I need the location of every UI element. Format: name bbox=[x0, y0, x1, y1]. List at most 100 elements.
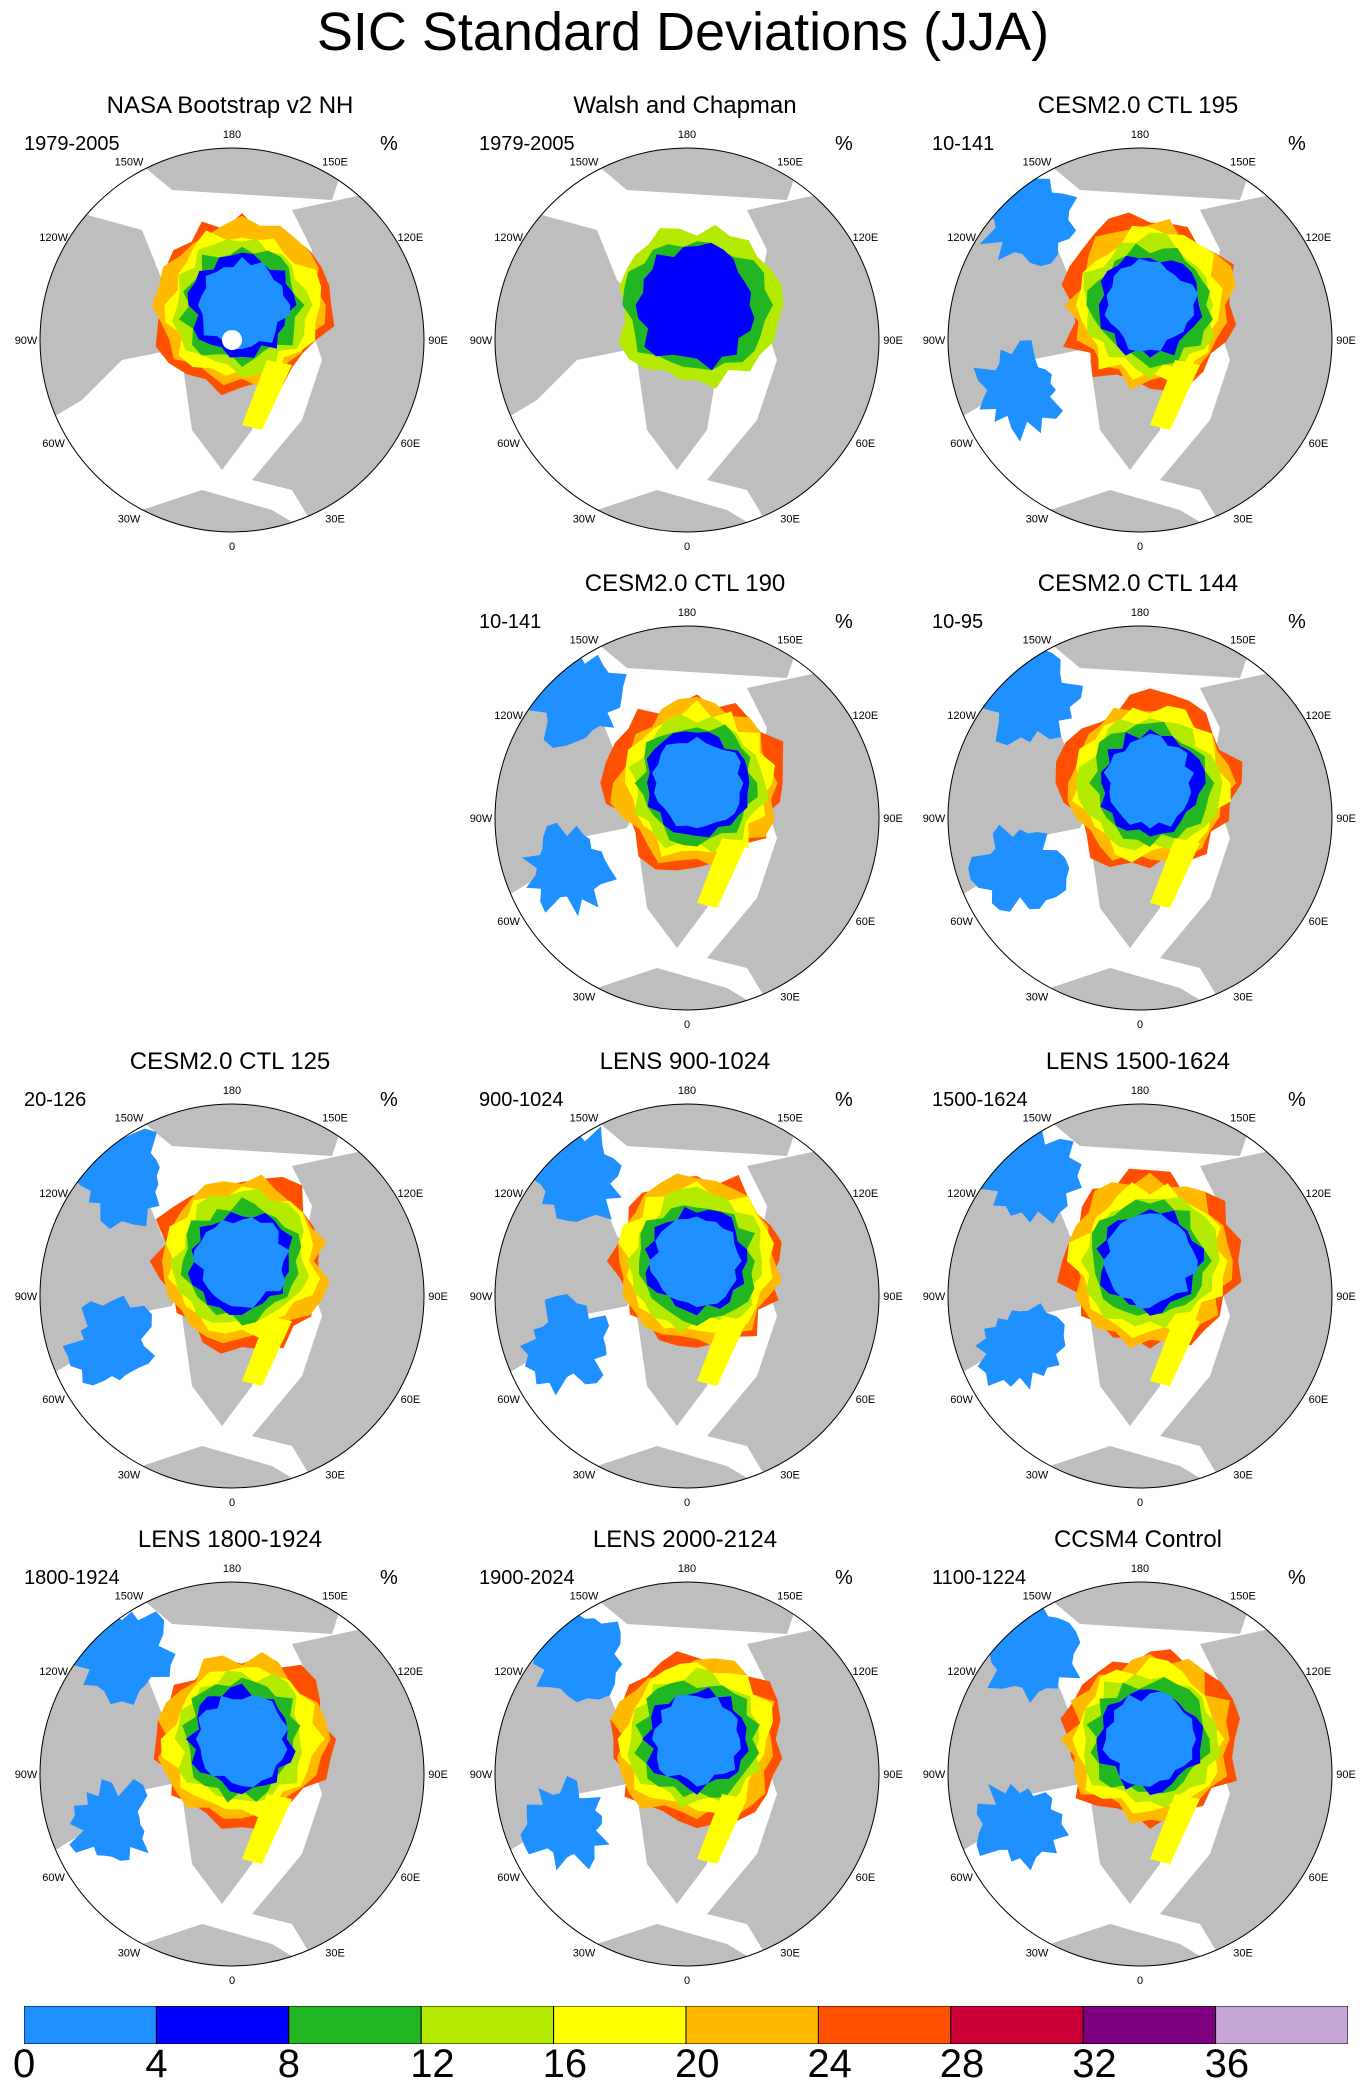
unit-label: % bbox=[380, 1089, 398, 1111]
longitude-label: 120E bbox=[853, 710, 879, 722]
map-panel: 180 150E 120E 90E 60E 30E 0 30W 60W 90W 120W 150W Wa… bbox=[465, 92, 905, 562]
longitude-label: 0 bbox=[1137, 1019, 1143, 1031]
longitude-label: 90E bbox=[428, 1769, 448, 1781]
longitude-label: 180 bbox=[223, 129, 241, 141]
longitude-label: 30W bbox=[1026, 991, 1049, 1003]
colorbar-segment bbox=[1215, 2006, 1348, 2044]
colorbar-segment bbox=[155, 2006, 290, 2044]
longitude-label: 90E bbox=[1336, 1291, 1356, 1303]
colorbar-tick-label: 28 bbox=[939, 2042, 985, 2086]
longitude-label: 90W bbox=[470, 1291, 493, 1303]
panel-title: CCSM4 Control bbox=[1053, 1526, 1223, 1553]
colorbar-segment bbox=[685, 2006, 819, 2044]
longitude-label: 90W bbox=[923, 1291, 946, 1303]
longitude-label: 60W bbox=[950, 1872, 973, 1884]
map-panel: 180 150E 120E 90E 60E 30E 0 30W 60W 90W 120W 150W LE… bbox=[465, 1048, 905, 1518]
longitude-label: 120W bbox=[947, 1188, 976, 1200]
longitude-label: 30W bbox=[1026, 513, 1049, 525]
year-range: 1500-1624 bbox=[932, 1089, 1028, 1111]
longitude-label: 120W bbox=[39, 1666, 68, 1678]
longitude-label: 90E bbox=[1336, 813, 1356, 825]
longitude-label: 30W bbox=[1026, 1947, 1049, 1959]
polar-map: 180 150E 120E 90E 60E 30E 0 30W 60W 90W 120W 150W bbox=[923, 1563, 1356, 1987]
figure-title: SIC Standard Deviations (JJA) bbox=[316, 2, 1050, 62]
unit-label: % bbox=[835, 133, 853, 155]
unit-label: % bbox=[1288, 611, 1306, 633]
longitude-label: 30E bbox=[325, 1947, 345, 1959]
year-range: 1900-2024 bbox=[479, 1567, 575, 1589]
longitude-label: 90W bbox=[470, 813, 493, 825]
longitude-label: 90W bbox=[470, 335, 493, 347]
longitude-label: 180 bbox=[678, 1085, 696, 1097]
longitude-label: 150E bbox=[777, 157, 803, 169]
polar-map: 180 150E 120E 90E 60E 30E 0 30W 60W 90W 120W 150W bbox=[470, 607, 903, 1031]
longitude-label: 0 bbox=[1137, 541, 1143, 553]
longitude-label: 60E bbox=[856, 1394, 876, 1406]
unit-label: % bbox=[835, 1567, 853, 1589]
longitude-label: 150E bbox=[1230, 157, 1256, 169]
longitude-label: 120W bbox=[494, 710, 523, 722]
year-range: 1979-2005 bbox=[24, 133, 120, 155]
panel-title: CESM2.0 CTL 195 bbox=[1037, 92, 1239, 119]
longitude-label: 150W bbox=[1023, 635, 1052, 647]
longitude-label: 0 bbox=[684, 1019, 690, 1031]
longitude-label: 0 bbox=[229, 1497, 235, 1509]
longitude-label: 150W bbox=[570, 1591, 599, 1603]
longitude-label: 60W bbox=[42, 1394, 65, 1406]
longitude-label: 0 bbox=[1137, 1975, 1143, 1987]
longitude-label: 30E bbox=[780, 1469, 800, 1481]
panel-title: LENS 1500-1624 bbox=[1045, 1048, 1231, 1075]
longitude-label: 30W bbox=[1026, 1469, 1049, 1481]
polar-map: 180 150E 120E 90E 60E 30E 0 30W 60W 90W 120W 150W bbox=[470, 1085, 903, 1509]
longitude-label: 90W bbox=[923, 335, 946, 347]
longitude-label: 120E bbox=[398, 1188, 424, 1200]
longitude-label: 120E bbox=[1306, 232, 1332, 244]
longitude-label: 150W bbox=[570, 1113, 599, 1125]
map-panel: 180 150E 120E 90E 60E 30E 0 30W 60W 90W 120W 150W CE… bbox=[918, 92, 1358, 562]
panel-title: LENS 900-1024 bbox=[599, 1048, 771, 1075]
longitude-label: 150E bbox=[777, 635, 803, 647]
polar-map: 180 150E 120E 90E 60E 30E 0 30W 60W 90W 120W 150W bbox=[15, 1563, 448, 1987]
longitude-label: 90W bbox=[923, 1769, 946, 1781]
unit-label: % bbox=[835, 1089, 853, 1111]
longitude-label: 30W bbox=[573, 1947, 596, 1959]
longitude-label: 150W bbox=[115, 1113, 144, 1125]
polar-map: 180 150E 120E 90E 60E 30E 0 30W 60W 90W 120W 150W bbox=[15, 129, 448, 553]
longitude-label: 60E bbox=[1309, 916, 1329, 928]
longitude-label: 0 bbox=[684, 541, 690, 553]
longitude-label: 30E bbox=[1233, 513, 1253, 525]
longitude-label: 30W bbox=[118, 1469, 141, 1481]
longitude-label: 120E bbox=[853, 1666, 879, 1678]
longitude-label: 60E bbox=[1309, 1394, 1329, 1406]
unit-label: % bbox=[380, 133, 398, 155]
longitude-label: 60W bbox=[42, 438, 65, 450]
longitude-label: 150E bbox=[1230, 635, 1256, 647]
longitude-label: 150W bbox=[570, 635, 599, 647]
colorbar-tick-label: 8 bbox=[277, 2042, 301, 2086]
longitude-label: 180 bbox=[1131, 1563, 1149, 1575]
colorbar-tick-label: 12 bbox=[410, 2042, 455, 2086]
longitude-label: 180 bbox=[223, 1085, 241, 1097]
year-range: 10-141 bbox=[479, 611, 542, 633]
year-range: 1100-1224 bbox=[932, 1567, 1027, 1589]
longitude-label: 90E bbox=[1336, 335, 1356, 347]
panel-title: Walsh and Chapman bbox=[573, 92, 797, 119]
year-range: 20-126 bbox=[24, 1089, 87, 1111]
longitude-label: 30E bbox=[780, 991, 800, 1003]
longitude-label: 60E bbox=[1309, 1872, 1329, 1884]
year-range: 1800-1924 bbox=[24, 1567, 120, 1589]
panel-title: LENS 1800-1924 bbox=[137, 1526, 323, 1553]
longitude-label: 90E bbox=[883, 1291, 903, 1303]
longitude-label: 120W bbox=[947, 1666, 976, 1678]
longitude-label: 150E bbox=[1230, 1113, 1256, 1125]
longitude-label: 60E bbox=[401, 1872, 421, 1884]
panel-title: NASA Bootstrap v2 NH bbox=[106, 92, 354, 119]
longitude-label: 60E bbox=[856, 438, 876, 450]
longitude-label: 180 bbox=[678, 1563, 696, 1575]
longitude-label: 180 bbox=[223, 1563, 241, 1575]
polar-map: 180 150E 120E 90E 60E 30E 0 30W 60W 90W 120W 150W bbox=[923, 1085, 1356, 1509]
longitude-label: 180 bbox=[678, 607, 696, 619]
colorbar-segment bbox=[288, 2006, 422, 2044]
longitude-label: 120E bbox=[398, 1666, 424, 1678]
longitude-label: 60W bbox=[950, 438, 973, 450]
